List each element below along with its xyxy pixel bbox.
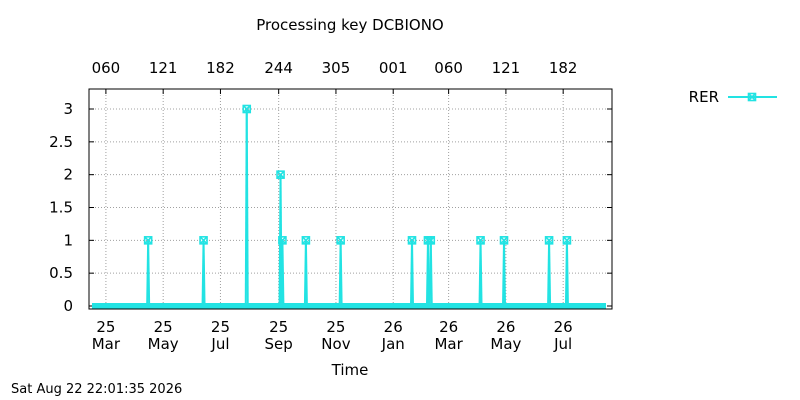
data-point-marker [544, 236, 554, 245]
series-spike [429, 240, 433, 307]
x2-tick-label: 060 [434, 59, 463, 77]
x-tick-label-year: 26 [496, 318, 515, 336]
x-tick-label-year: 26 [384, 318, 403, 336]
x-tick-label-year: 25 [326, 318, 345, 336]
x-tick-label-month: May [490, 335, 521, 353]
x-tick-label-month: Jul [210, 335, 229, 353]
data-point-marker [276, 170, 285, 179]
series-spike [281, 240, 285, 307]
series-spike [548, 240, 552, 307]
x-tick-label-year: 26 [439, 318, 458, 336]
plot-frame [88, 88, 613, 310]
x-tick-label-year: 25 [269, 318, 288, 336]
x2-tick-label: 001 [379, 59, 408, 77]
data-point-marker [278, 236, 287, 245]
x-tick-label-month: Nov [321, 335, 350, 353]
y-tick-label: 0.5 [49, 264, 73, 282]
series-spike [479, 240, 483, 307]
data-point-marker [499, 236, 509, 245]
series-spike [304, 240, 308, 307]
series-spike [426, 240, 430, 307]
x-tick-label-year: 25 [154, 318, 173, 336]
y-axis: 0 0.5 1 1.5 2 2.5 3 [49, 100, 612, 315]
x-tick-label-month: Sep [265, 335, 293, 353]
x-tick-label-month: May [148, 335, 179, 353]
legend: RER [689, 88, 777, 106]
y-tick-label: 1.5 [49, 199, 73, 217]
data-point-marker [242, 104, 252, 114]
data-point-marker [143, 236, 153, 245]
grid [89, 89, 612, 309]
x2-tick-label: 121 [492, 59, 521, 77]
series-spike [147, 240, 151, 307]
series-group [92, 104, 606, 309]
y-tick-label: 2 [63, 166, 73, 184]
data-point-marker [476, 236, 485, 245]
x-tick-label-month: Mar [92, 335, 121, 353]
x-tick-label-year: 25 [96, 318, 115, 336]
series-spike [245, 108, 249, 307]
x2-tick-label: 244 [264, 59, 293, 77]
chart-title: Processing key DCBIONO [256, 16, 443, 34]
x2-tick-label: 305 [322, 59, 351, 77]
data-point-marker [407, 236, 417, 245]
y-tick-label: 2.5 [49, 133, 73, 151]
x-tick-label-month: Mar [434, 335, 463, 353]
footer-timestamp: Sat Aug 22 22:01:35 2026 [11, 382, 183, 397]
data-point-marker [562, 236, 572, 245]
x-tick-label-year: 25 [211, 318, 230, 336]
legend-marker [747, 92, 757, 102]
legend-label: RER [689, 88, 719, 106]
x2-tick-label: 121 [149, 59, 178, 77]
x-axis: 25Mar25May25Jul25Sep25Nov26Jan26Mar26May… [92, 59, 578, 353]
data-point-marker [301, 236, 311, 245]
y-tick-label: 1 [63, 231, 73, 249]
series-spike [202, 240, 206, 307]
series-spike [565, 240, 569, 307]
x2-tick-label: 182 [206, 59, 235, 77]
x-tick-label-year: 26 [554, 318, 573, 336]
x-axis-label: Time [331, 361, 369, 379]
y-tick-label: 3 [63, 100, 73, 118]
x2-tick-label: 182 [549, 59, 578, 77]
series-spike [339, 240, 343, 307]
x2-tick-label: 060 [92, 59, 121, 77]
series-spike [411, 240, 415, 307]
y-tick-label: 0 [63, 297, 73, 315]
data-point-marker [199, 236, 208, 245]
x-tick-label-month: Jul [553, 335, 572, 353]
data-point-marker [426, 236, 436, 245]
series-spike [503, 240, 507, 307]
data-point-marker [336, 236, 345, 245]
x-tick-label-month: Jan [381, 335, 405, 353]
